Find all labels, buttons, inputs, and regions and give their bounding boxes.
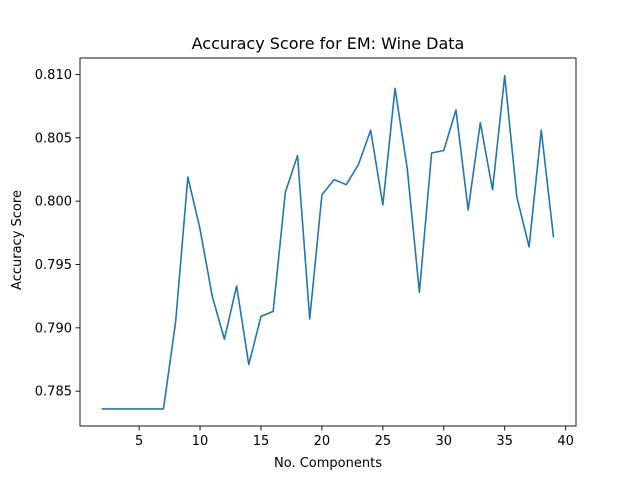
chart-title: Accuracy Score for EM: Wine Data xyxy=(192,34,465,53)
axes-frame xyxy=(79,57,577,427)
y-tick-label: 0.800 xyxy=(35,195,72,210)
x-axis-label: No. Components xyxy=(274,456,382,471)
y-tick-label: 0.805 xyxy=(35,131,72,146)
x-tick-label: 30 xyxy=(436,434,453,449)
x-tick-label: 35 xyxy=(496,434,513,449)
plot-area: 5 10 15 20 25 30 35 40 0.785 0.790 0.795 0.800 0.805… xyxy=(35,57,577,449)
x-tick-label: 40 xyxy=(557,434,574,449)
y-tick-label: 0.785 xyxy=(35,385,72,400)
x-tick-label: 15 xyxy=(253,434,270,449)
x-tick-label: 20 xyxy=(314,434,331,449)
y-tick-label: 0.790 xyxy=(35,321,72,336)
series-line-0 xyxy=(101,74,555,410)
x-tick-label: 25 xyxy=(375,434,392,449)
x-tick-label: 10 xyxy=(192,434,209,449)
y-tick-label: 0.810 xyxy=(35,68,72,83)
x-tick-label: 5 xyxy=(135,434,143,449)
y-axis-label: Accuracy Score xyxy=(10,190,25,290)
y-tick-label: 0.795 xyxy=(35,258,72,273)
